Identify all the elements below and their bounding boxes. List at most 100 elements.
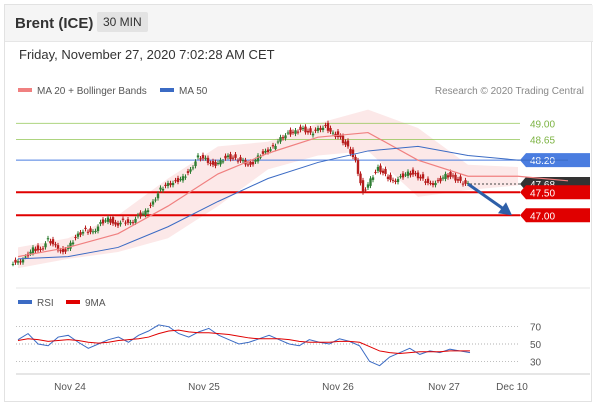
candle-body bbox=[301, 127, 305, 129]
candle-body bbox=[386, 176, 390, 180]
candle-body bbox=[86, 231, 90, 233]
candle-body bbox=[306, 130, 310, 133]
candle-body bbox=[61, 248, 65, 253]
candle-body bbox=[179, 179, 182, 181]
candle-body bbox=[206, 157, 210, 163]
ma50-legend-swatch bbox=[160, 88, 174, 92]
candle-body bbox=[149, 204, 152, 206]
candle-body bbox=[214, 161, 217, 166]
candle-body bbox=[356, 160, 360, 174]
candle-body bbox=[236, 160, 240, 162]
candle-body bbox=[66, 247, 70, 249]
candle-body bbox=[76, 233, 80, 237]
candle-body bbox=[294, 130, 297, 134]
candle-body bbox=[184, 176, 187, 178]
candle-body bbox=[444, 173, 447, 179]
level-label-47.00: 47.00 bbox=[530, 211, 555, 222]
candle-body bbox=[431, 183, 435, 186]
candle-body bbox=[336, 131, 340, 138]
candle-body bbox=[131, 222, 135, 224]
candle-body bbox=[411, 169, 415, 175]
candle-body bbox=[29, 251, 32, 254]
rsi-legend-swatch bbox=[18, 300, 32, 304]
candle-body bbox=[416, 172, 420, 179]
candle-body bbox=[441, 177, 445, 179]
candle-body bbox=[36, 245, 40, 251]
candle-body bbox=[144, 210, 147, 215]
candle-body bbox=[74, 237, 77, 239]
candle-body bbox=[186, 171, 190, 173]
candle-body bbox=[31, 247, 35, 254]
candle-body bbox=[319, 127, 322, 130]
candle-body bbox=[116, 223, 120, 226]
candle-body bbox=[71, 242, 75, 245]
candle-body bbox=[176, 178, 180, 183]
candle-body bbox=[459, 176, 462, 181]
candle-body bbox=[189, 169, 192, 172]
candle-body bbox=[81, 231, 85, 234]
level-label-47.50: 47.50 bbox=[530, 188, 555, 199]
candle-body bbox=[346, 140, 350, 147]
forecast-arrow-shaft bbox=[467, 182, 505, 211]
rsi-tick-50: 50 bbox=[530, 340, 542, 351]
candle-body bbox=[156, 193, 160, 199]
candle-body bbox=[321, 127, 325, 130]
candle-body bbox=[166, 183, 170, 187]
candle-body bbox=[419, 176, 422, 179]
candle-body bbox=[331, 132, 335, 134]
candle-body bbox=[34, 248, 37, 251]
candle-body bbox=[46, 238, 50, 240]
candle-body bbox=[241, 160, 245, 162]
candle-body bbox=[24, 256, 27, 258]
candle-body bbox=[421, 174, 425, 179]
candle-body bbox=[264, 150, 267, 153]
candle-body bbox=[284, 135, 287, 139]
bollinger-band bbox=[18, 109, 518, 269]
candle-body bbox=[456, 179, 460, 181]
candle-body bbox=[164, 184, 167, 186]
candle-body bbox=[199, 158, 202, 160]
candle-body bbox=[344, 141, 347, 145]
candle-body bbox=[449, 171, 452, 177]
candle-body bbox=[129, 222, 132, 224]
candle-body bbox=[446, 175, 450, 178]
candle-body bbox=[396, 179, 400, 183]
candle-body bbox=[196, 155, 200, 158]
candle-body bbox=[69, 242, 72, 249]
rsi-line bbox=[17, 324, 471, 367]
candle-body bbox=[134, 218, 137, 223]
candle-body bbox=[314, 129, 317, 131]
candle-body bbox=[54, 244, 57, 246]
candle-body bbox=[304, 126, 307, 133]
candle-body bbox=[121, 218, 125, 220]
candle-body bbox=[461, 183, 465, 185]
candle-body bbox=[296, 131, 300, 133]
candle-body bbox=[136, 215, 140, 217]
rsi-ma-line bbox=[17, 329, 470, 355]
candle-body bbox=[361, 180, 365, 193]
timeframe-button[interactable]: 30 MIN bbox=[97, 12, 148, 32]
candle-body bbox=[424, 181, 427, 183]
candle-body bbox=[311, 133, 315, 136]
candle-body bbox=[154, 199, 157, 201]
candle-body bbox=[326, 122, 330, 131]
candle-body bbox=[371, 177, 375, 180]
candle-body bbox=[364, 189, 367, 191]
candle-body bbox=[126, 219, 130, 223]
candle-body bbox=[281, 137, 285, 139]
candle-body bbox=[341, 135, 345, 144]
candle-body bbox=[21, 259, 25, 263]
candle-body bbox=[171, 182, 175, 186]
candle-body bbox=[161, 188, 165, 191]
candle-body bbox=[229, 154, 232, 160]
candle-body bbox=[339, 135, 342, 138]
candle-body bbox=[56, 245, 60, 251]
candle-body bbox=[59, 250, 62, 252]
candle-body bbox=[204, 157, 207, 159]
candle-body bbox=[141, 213, 145, 215]
candle-body bbox=[89, 228, 92, 232]
candle-body bbox=[239, 157, 242, 161]
ma50-line bbox=[17, 145, 568, 260]
candle-body bbox=[191, 167, 195, 169]
candle-body bbox=[99, 222, 102, 224]
